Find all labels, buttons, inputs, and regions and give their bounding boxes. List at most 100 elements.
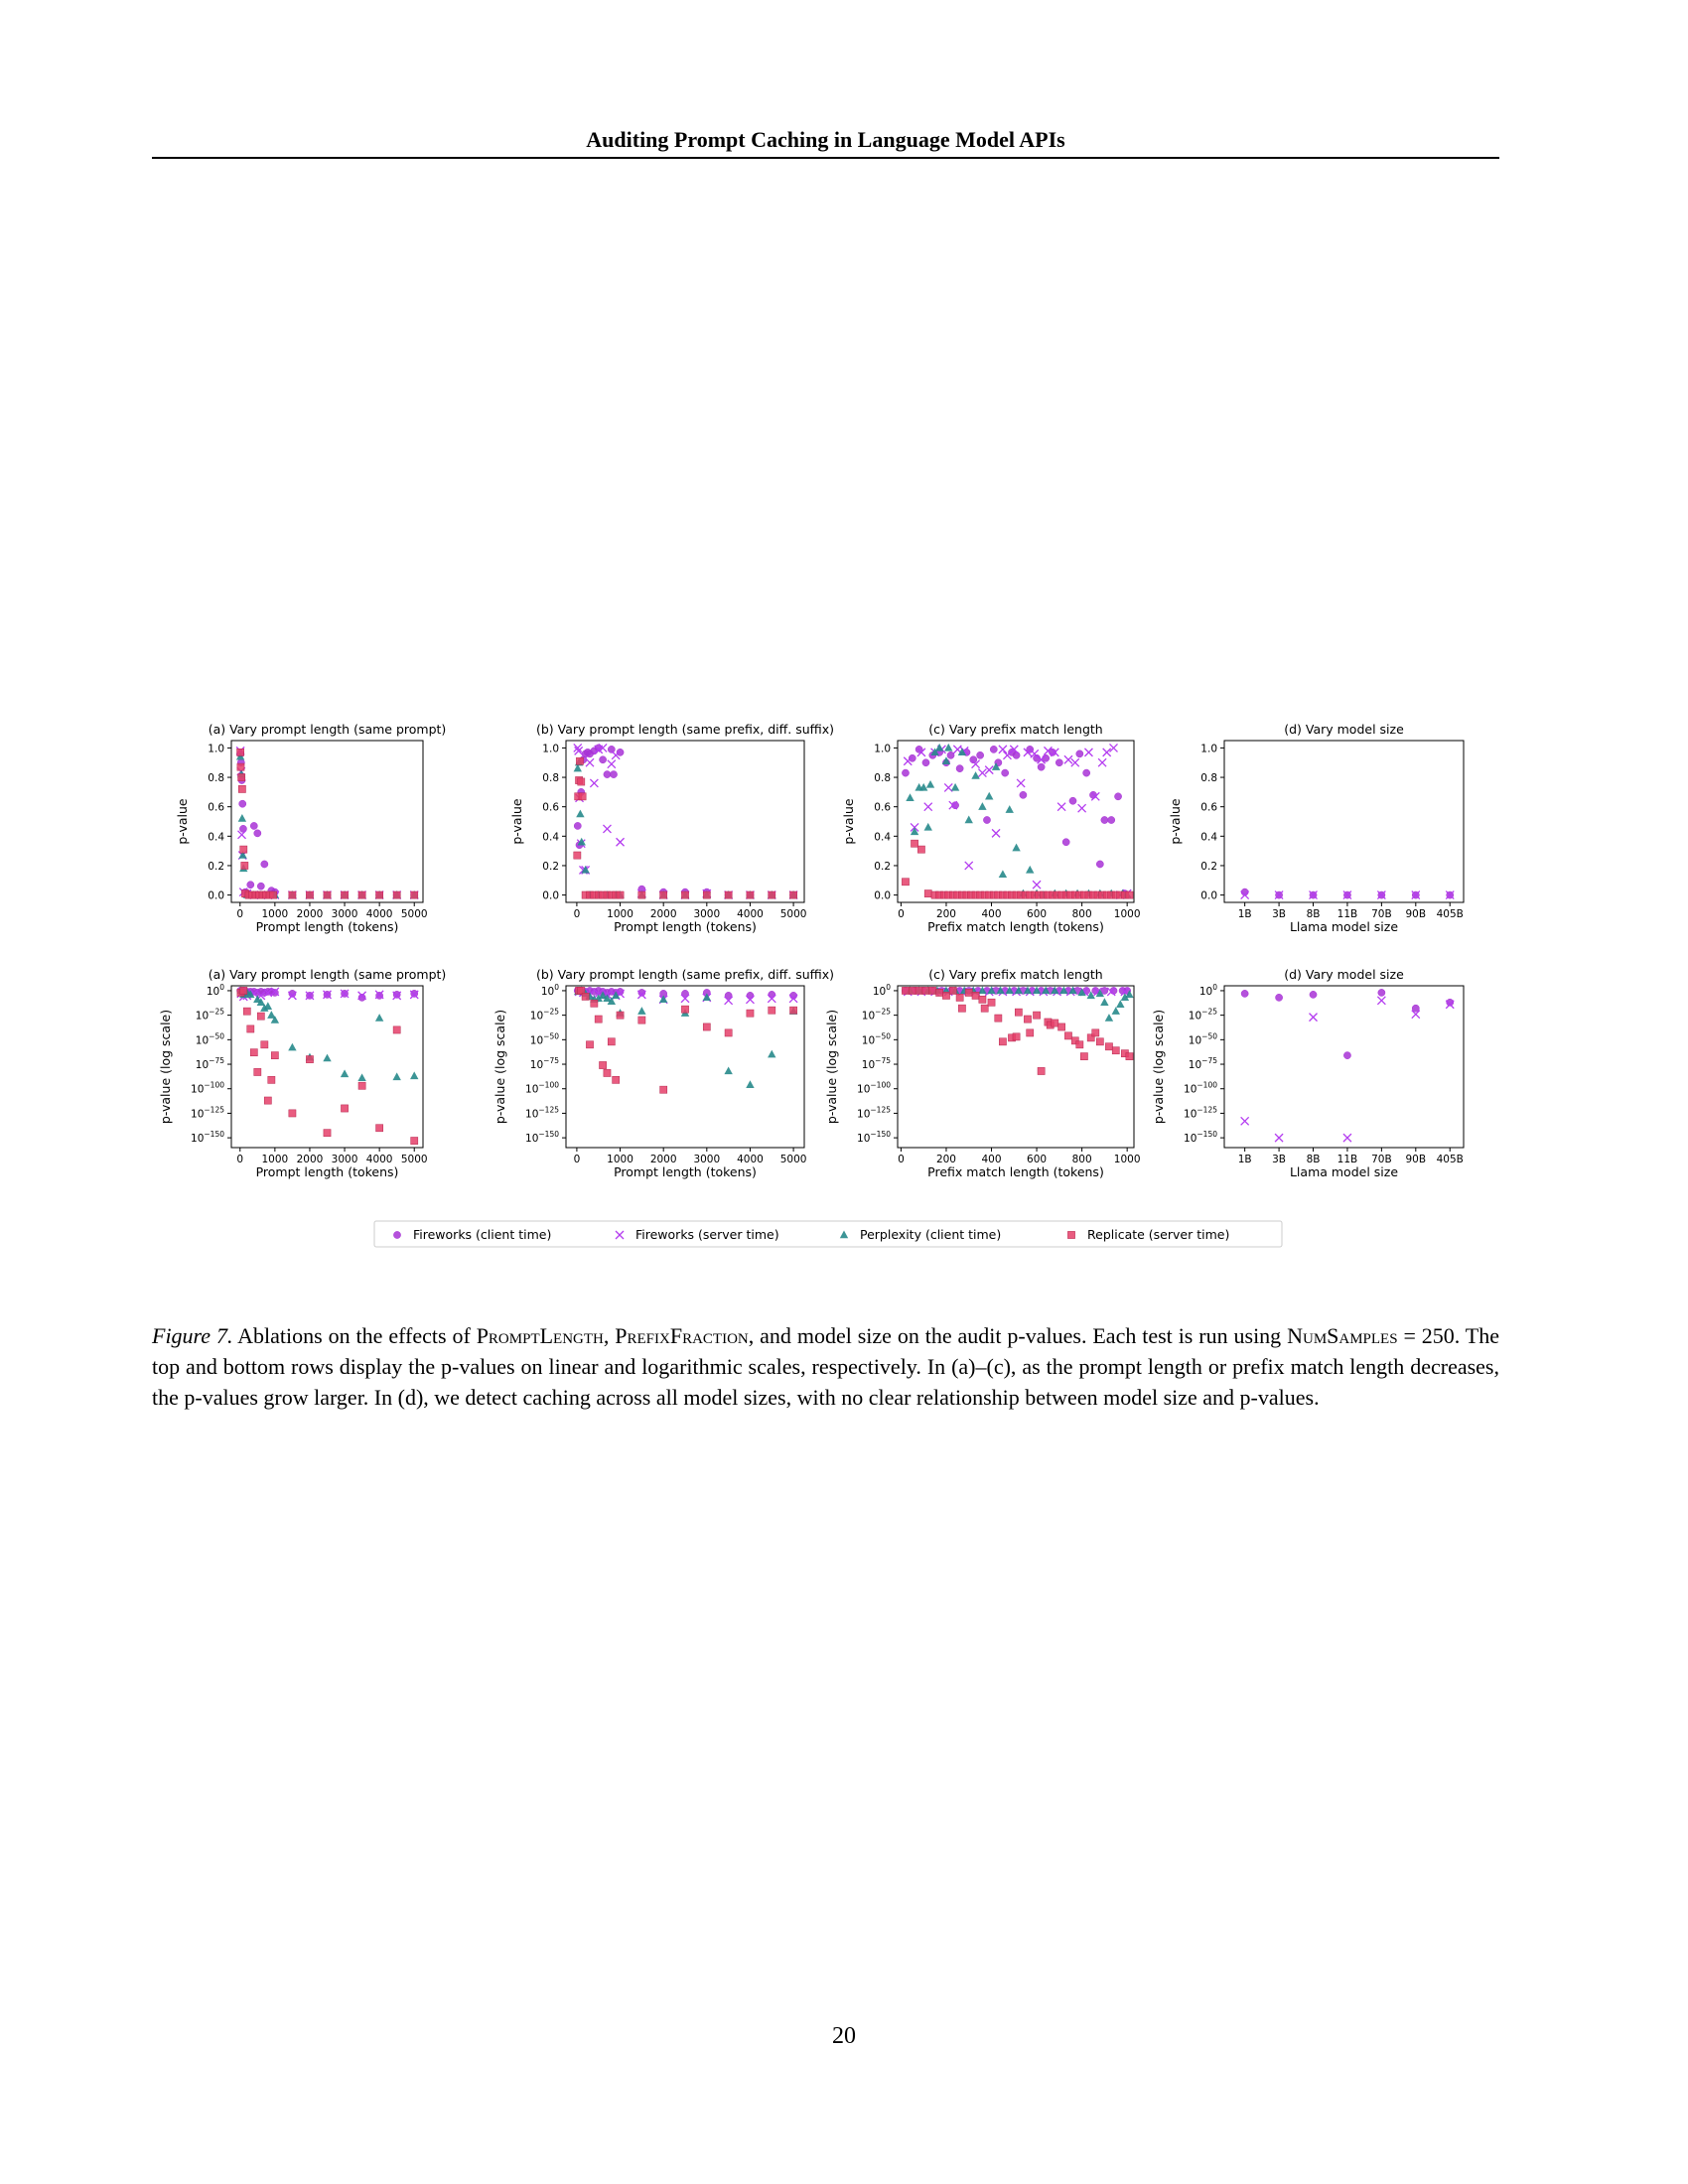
data-point — [607, 997, 617, 1006]
data-point — [996, 986, 1005, 995]
data-point — [270, 987, 280, 997]
data-point — [249, 1048, 258, 1057]
data-point — [1376, 890, 1386, 900]
data-point — [1019, 790, 1028, 799]
x-tick-label: 2000 — [297, 908, 324, 920]
y-tick-label: 0.6 — [1200, 802, 1217, 814]
x-tick-label: 1000 — [261, 1154, 288, 1165]
data-point — [1012, 751, 1021, 759]
data-point — [1086, 991, 1095, 1000]
data-point — [237, 773, 246, 781]
axes-frame — [1223, 985, 1465, 1149]
y-tick-label: 10−75 — [530, 1056, 559, 1071]
data-point — [934, 743, 944, 751]
data-point — [1041, 986, 1051, 995]
data-point — [724, 1028, 733, 1037]
y-axis-label: p-value (log scale) — [824, 1010, 839, 1124]
data-point — [1051, 986, 1059, 995]
data-points — [902, 986, 1134, 1075]
data-point — [918, 782, 928, 791]
legend-label: Fireworks (client time) — [413, 1227, 551, 1242]
y-axis-label: p-value — [175, 798, 190, 845]
y-tick-label: 0.4 — [208, 831, 224, 843]
data-point — [1125, 1052, 1134, 1060]
y-tick-label: 0.2 — [1200, 861, 1217, 873]
data-point — [1056, 802, 1066, 812]
legend-marker — [393, 1231, 401, 1239]
legend-label: Replicate (server time) — [1087, 1227, 1229, 1242]
y-axis-label: p-value (log scale) — [1151, 1010, 1166, 1124]
data-point — [574, 746, 584, 755]
data-point — [1012, 843, 1021, 852]
y-tick-label: 1.0 — [208, 743, 224, 754]
y-tick-label: 10−50 — [1189, 1031, 1217, 1046]
data-point — [1377, 989, 1386, 997]
data-point — [1309, 1013, 1318, 1023]
y-tick-label: 10−100 — [525, 1081, 559, 1096]
y-tick-label: 1.0 — [874, 743, 891, 754]
data-point — [1009, 745, 1019, 754]
data-point — [374, 990, 384, 1000]
data-point — [964, 861, 974, 871]
data-point — [969, 755, 978, 764]
data-point — [943, 782, 953, 792]
data-point — [999, 1037, 1007, 1046]
data-point — [1104, 1014, 1114, 1022]
y-tick-label: 0.2 — [542, 861, 559, 873]
data-point — [288, 890, 297, 899]
data-point — [951, 801, 959, 810]
data-point — [305, 991, 315, 1001]
data-point — [238, 851, 247, 859]
data-point — [1037, 754, 1047, 764]
data-point — [288, 1109, 297, 1118]
data-point — [1274, 890, 1284, 900]
x-tick-label: 1000 — [1114, 1154, 1141, 1165]
data-point — [375, 890, 383, 899]
data-point — [287, 991, 297, 1001]
data-point — [260, 1040, 269, 1049]
series-fireworks-server-time — [235, 746, 419, 900]
data-point — [1075, 750, 1084, 758]
data-point — [789, 1006, 797, 1015]
data-point — [1102, 748, 1112, 757]
x-axis-label: Prompt length (tokens) — [614, 919, 757, 934]
data-point — [1057, 1023, 1065, 1031]
y-tick-label: 0.6 — [542, 802, 559, 814]
x-tick-label: 11B — [1337, 1154, 1358, 1165]
data-point — [1083, 748, 1093, 757]
data-point — [1445, 1000, 1455, 1010]
data-point — [1086, 1033, 1095, 1042]
data-point — [978, 986, 987, 995]
data-point — [680, 994, 690, 1004]
chart-title: (b) Vary prompt length (same prefix, dif… — [536, 722, 834, 737]
data-point — [586, 1040, 594, 1049]
y-axis-label: p-value — [1168, 798, 1183, 845]
data-point — [1411, 1004, 1420, 1013]
chart-title: (c) Vary prefix match length — [928, 967, 1102, 982]
data-point — [237, 814, 247, 822]
chart-title: (d) Vary model size — [1284, 722, 1404, 737]
x-tick-label: 8B — [1307, 1154, 1321, 1165]
series-fireworks-client-time — [236, 750, 419, 899]
data-point — [1043, 746, 1053, 755]
data-point — [577, 837, 586, 846]
y-tick-label: 100 — [1199, 983, 1217, 998]
x-tick-label: 405B — [1437, 908, 1464, 920]
y-tick-label: 0.2 — [874, 861, 891, 873]
data-point — [746, 992, 755, 1000]
header-rule — [152, 157, 1499, 159]
data-point — [768, 1006, 776, 1015]
y-tick-label: 10−125 — [1184, 1105, 1217, 1120]
data-point — [902, 768, 910, 777]
series-fireworks-client-time — [1240, 989, 1455, 1059]
data-point — [1111, 1007, 1120, 1015]
data-point — [607, 746, 616, 753]
y-tick-label: 10−150 — [191, 1130, 224, 1145]
data-point — [702, 1023, 711, 1031]
x-tick-label: 2000 — [650, 908, 677, 920]
data-point — [1446, 998, 1455, 1007]
data-point — [985, 791, 994, 800]
data-point — [610, 770, 618, 778]
data-point — [263, 1096, 272, 1105]
data-point — [238, 785, 246, 793]
